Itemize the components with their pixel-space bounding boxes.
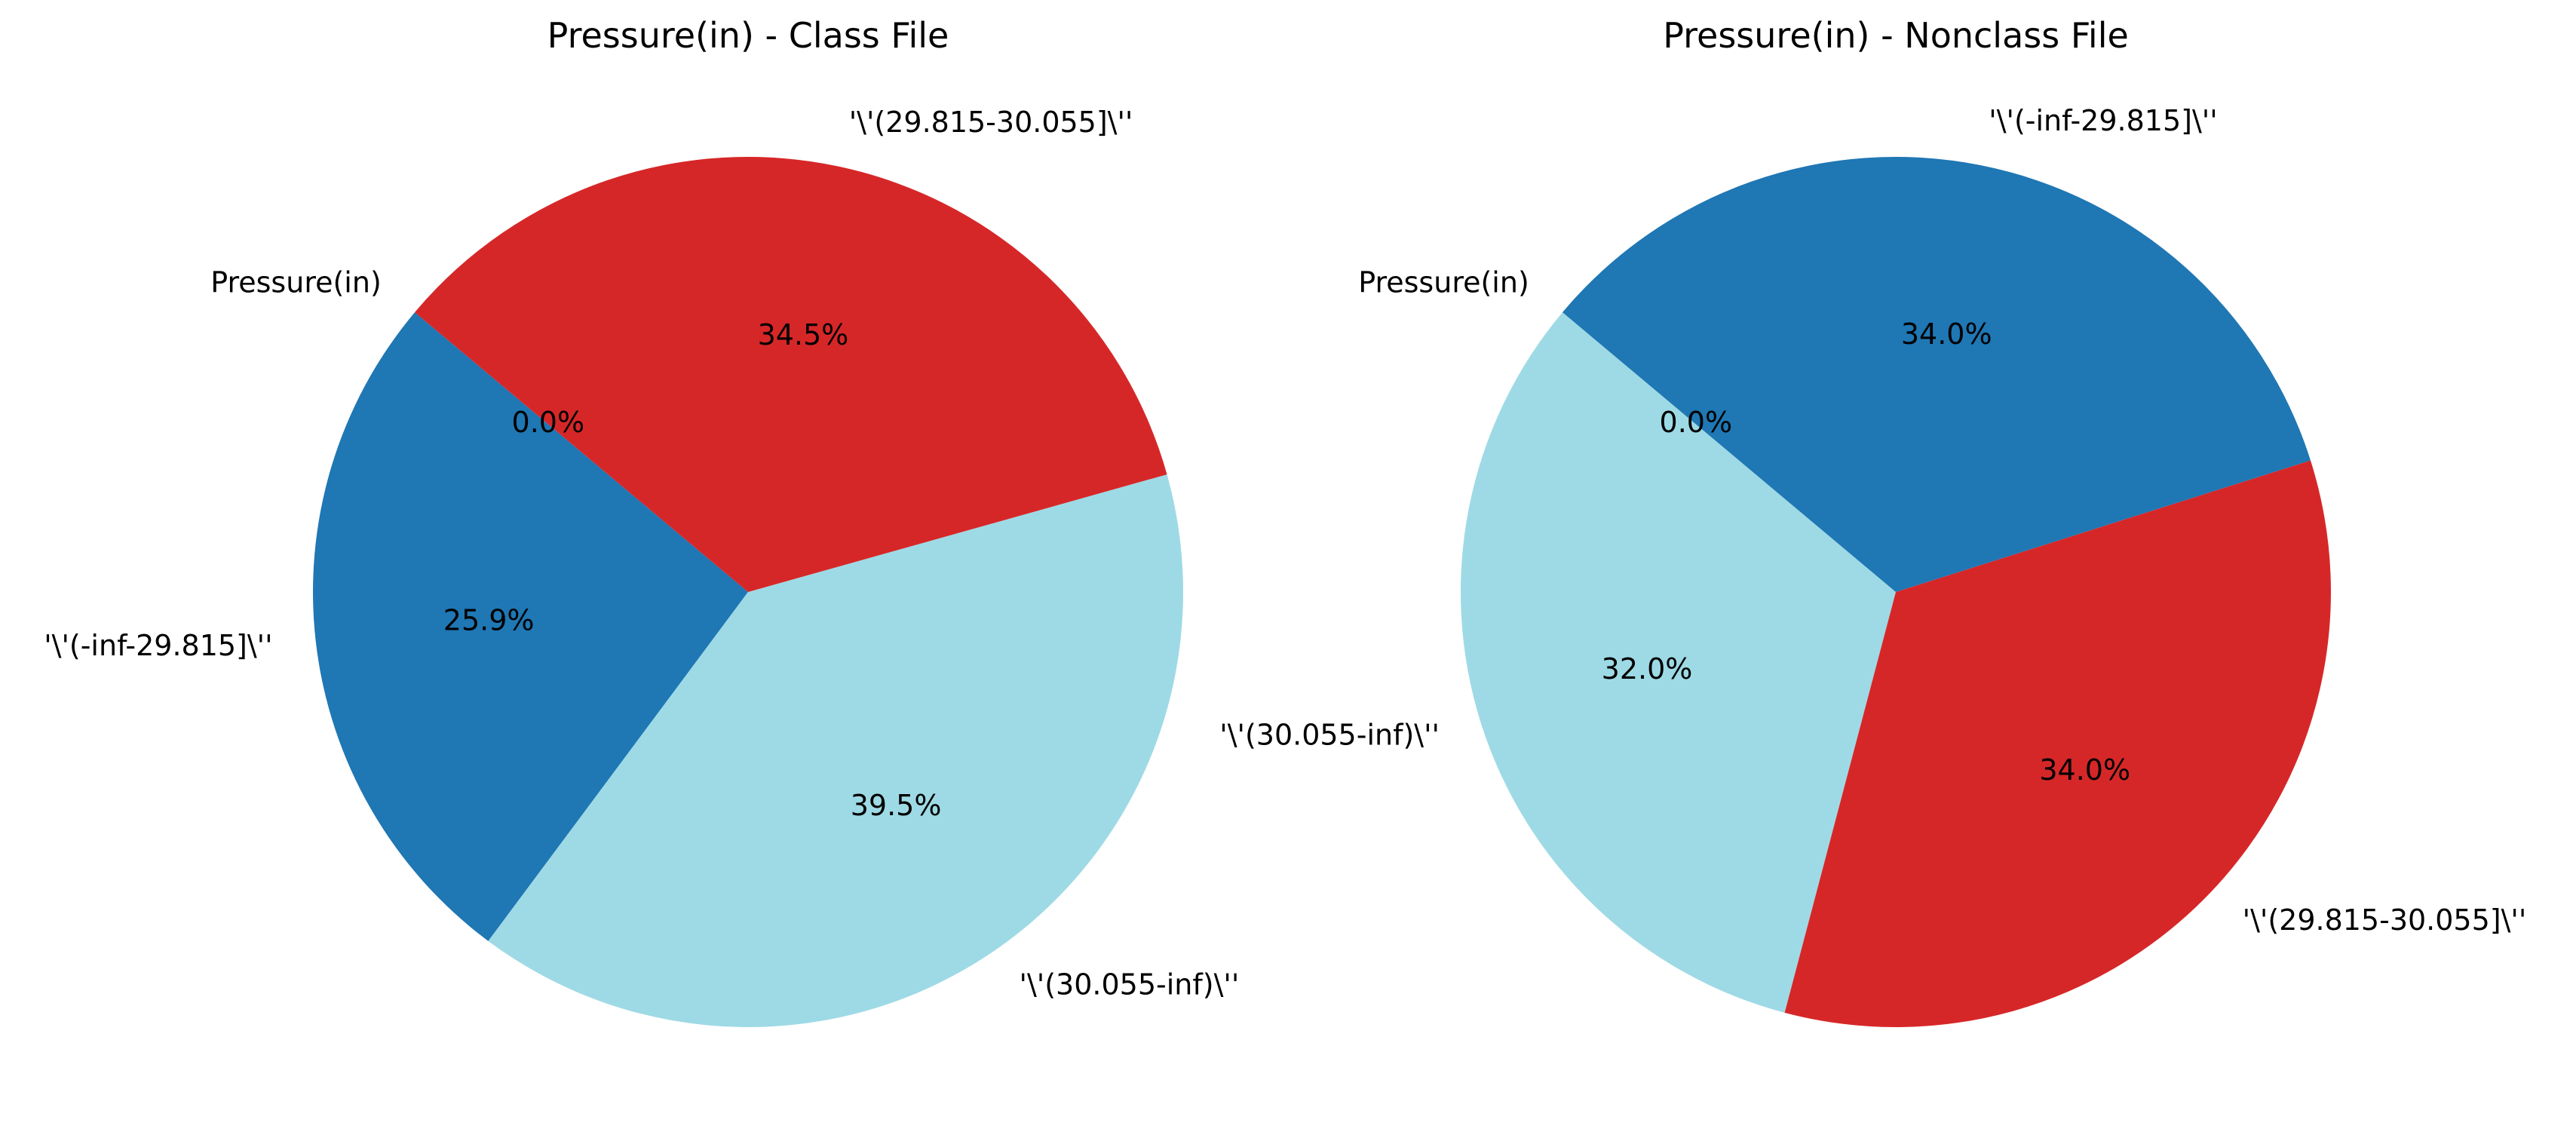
- slice-percent-label: 39.5%: [851, 789, 942, 822]
- pie-slice: [1784, 460, 2331, 1027]
- pie-chart-class-file: Pressure(in) - Class File Pressure(in) 0.…: [44, 15, 1239, 1027]
- pie-slice: [1562, 157, 2311, 593]
- slice-label: '\'(29.815-30.055]\'': [849, 106, 1133, 139]
- slice-label: Pressure(in): [1358, 266, 1529, 299]
- pie-slice: [312, 312, 748, 941]
- chart-title-class-file: Pressure(in) - Class File: [547, 15, 949, 56]
- slice-percent-label: 32.0%: [1602, 652, 1693, 686]
- chart-title-nonclass-file: Pressure(in) - Nonclass File: [1663, 15, 2129, 56]
- slice-percent-label: 25.9%: [443, 604, 535, 637]
- slice-label: '\'(29.815-30.055]\'': [2243, 903, 2527, 937]
- slice-percent-label: 0.0%: [512, 406, 585, 439]
- slice-label: '\'(-inf-29.815]\'': [1989, 104, 2217, 137]
- slice-percent-label: 0.0%: [1660, 406, 1733, 439]
- slice-percent-label: 34.0%: [2039, 753, 2130, 787]
- slice-label: '\'(-inf-29.815]\'': [44, 629, 272, 662]
- slice-label: '\'(30.055-inf)\'': [1219, 718, 1440, 751]
- pie-slice: [1461, 312, 1896, 1013]
- slice-label: '\'(30.055-inf)\'': [1020, 968, 1240, 1002]
- slice-percent-label: 34.0%: [1901, 317, 1992, 351]
- pie-slice: [414, 156, 1167, 592]
- pie-chart-nonclass-file: Pressure(in) - Nonclass File Pressure(in…: [1219, 15, 2526, 1027]
- pie-slice: [488, 474, 1183, 1027]
- slice-label: Pressure(in): [210, 266, 382, 299]
- slice-percent-label: 34.5%: [758, 318, 849, 351]
